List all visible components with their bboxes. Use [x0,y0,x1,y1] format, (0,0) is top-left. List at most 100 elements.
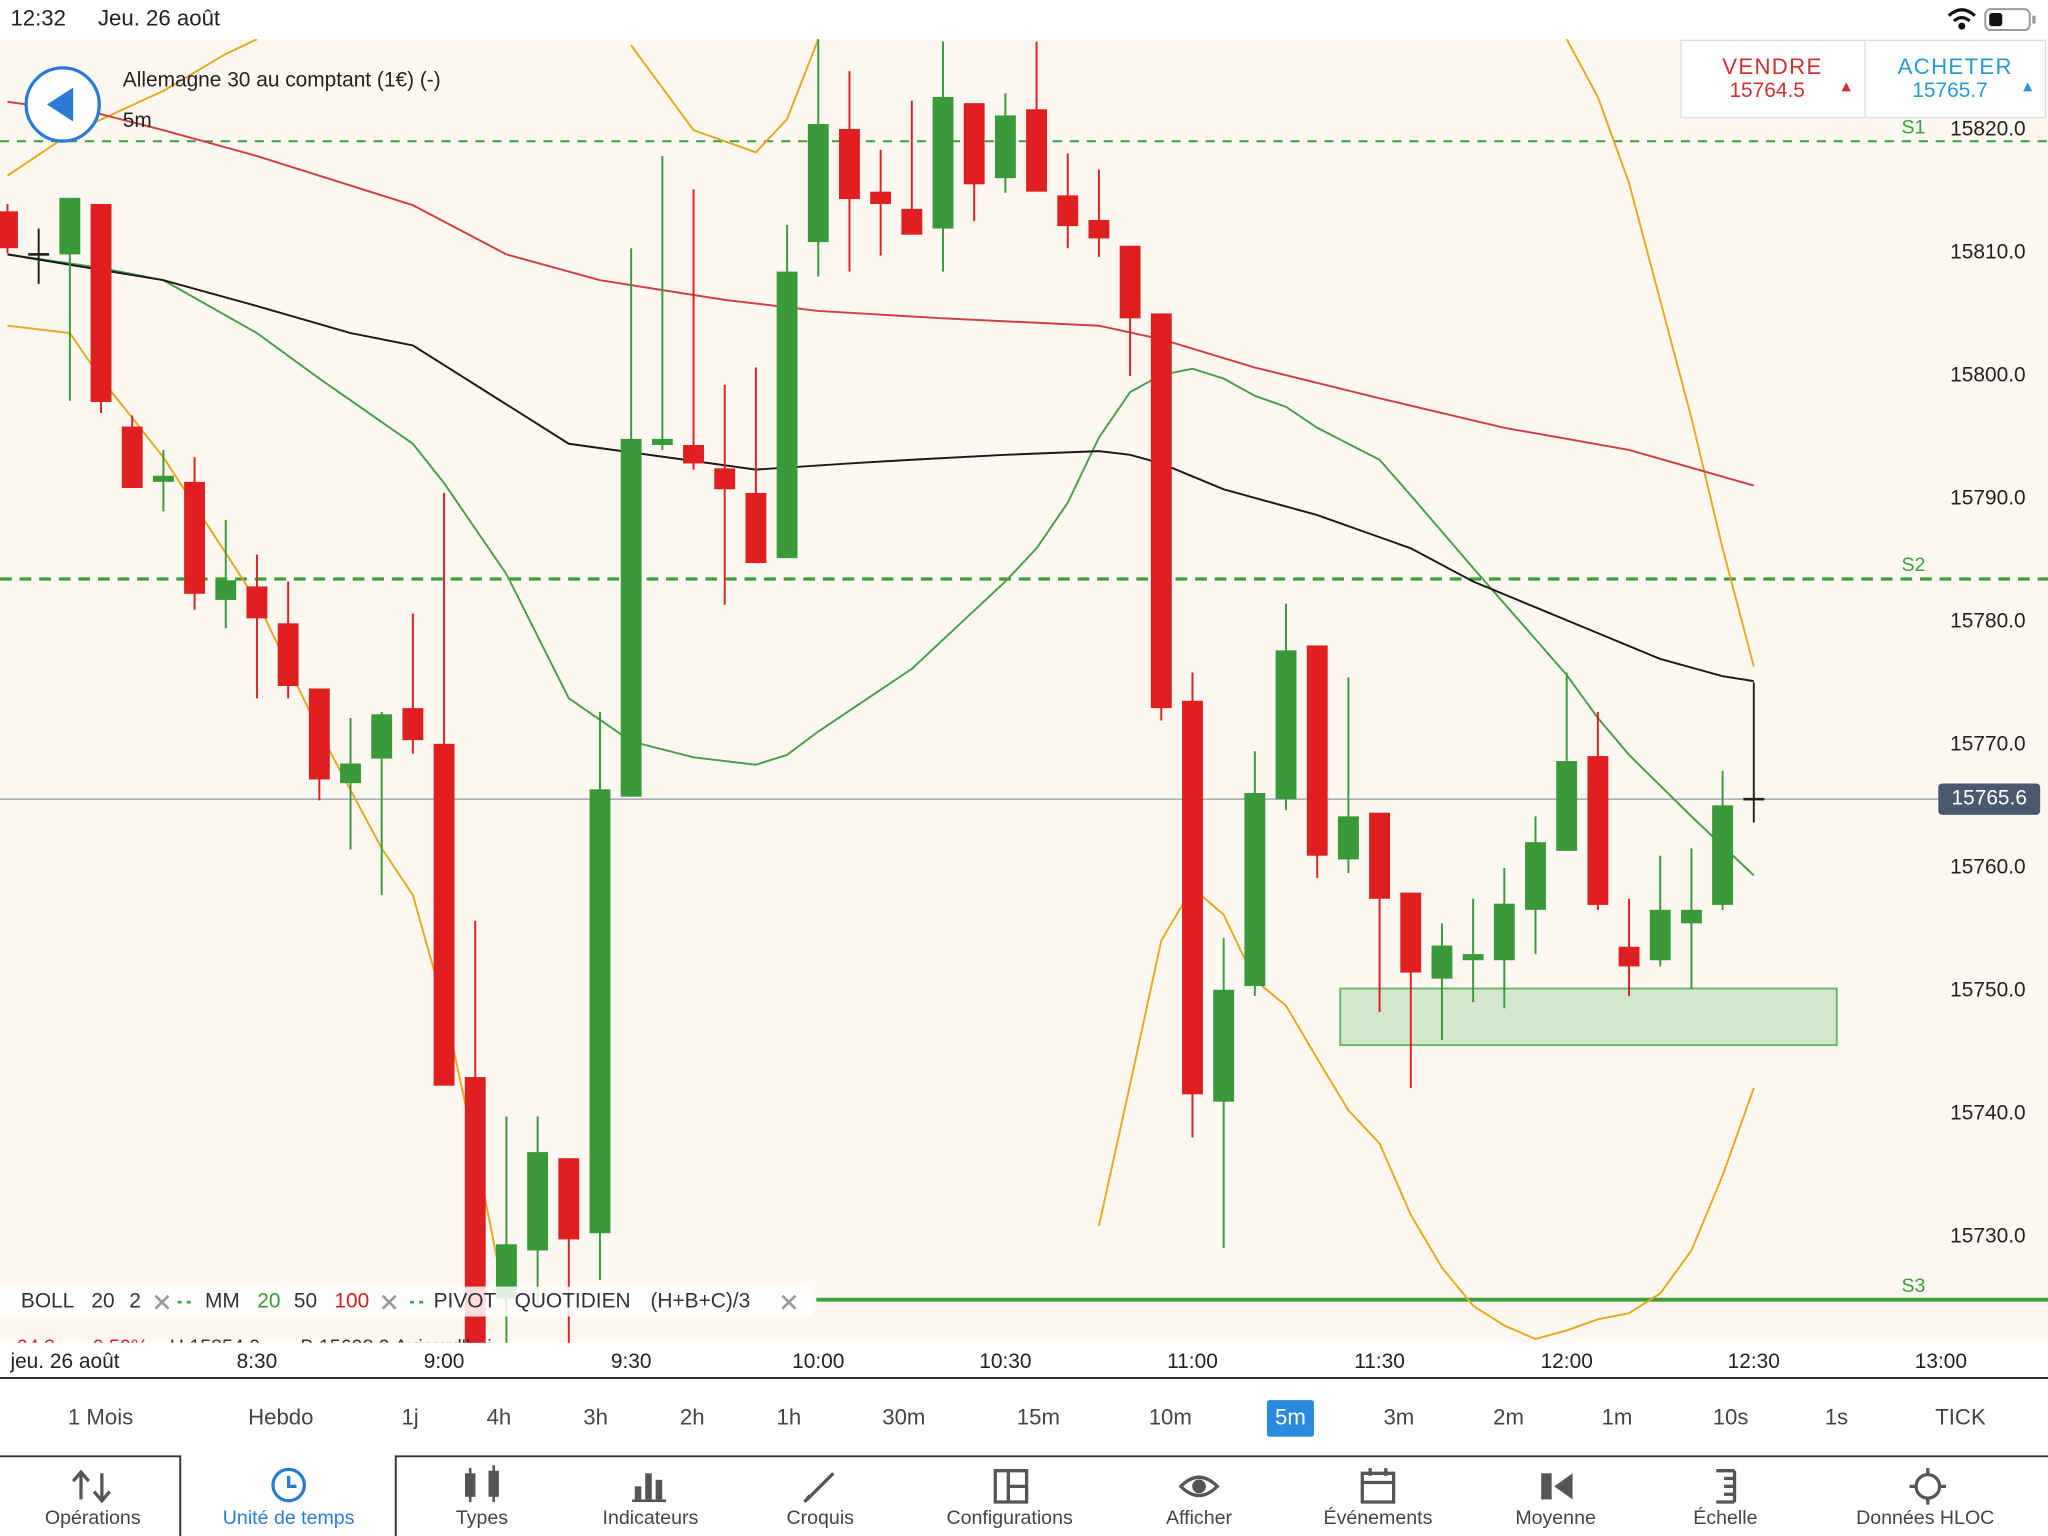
legend-text: 20 [257,1290,280,1313]
candle-body [495,1244,517,1299]
timeframe-button[interactable]: 1h [777,1404,802,1429]
toolbar-button[interactable]: Événements [1324,1506,1433,1529]
toolbar-button[interactable]: Unité de temps [223,1507,355,1529]
candle-body [402,708,424,741]
candle-body [558,1158,580,1240]
timeframe-label: 2h [680,1404,705,1429]
timeframe-label: 1m [1602,1404,1633,1429]
pivot-label: S2 [1901,554,1925,576]
x-tick-label: 9:00 [424,1350,465,1373]
candle-body [1462,954,1484,961]
candle-body [1369,812,1391,899]
candle-body [59,197,81,255]
candle-body [371,714,393,759]
candle-body [807,124,829,243]
timeframe-button[interactable]: 2m [1493,1404,1524,1429]
candle-body [870,191,892,204]
timeframe-label: 4h [487,1404,512,1429]
toolbar-button[interactable]: Afficher [1166,1507,1232,1529]
indicator-line [7,100,1755,487]
timeframe-button[interactable]: 4h [487,1404,512,1429]
candle-body [901,208,923,235]
timeframe-label: 10s [1713,1404,1749,1429]
legend-text: QUOTIDIEN [515,1290,631,1313]
timeframe-label: 5m [123,109,152,132]
legend-text: PIVOT [434,1290,497,1313]
up-arrow [1841,82,1851,92]
timeframe-button[interactable]: 3h [583,1404,608,1429]
sell-button[interactable]: VENDRE 15764.5 [1722,54,1851,102]
toolbar-button[interactable]: Types [456,1507,508,1529]
candle-body [1556,761,1578,851]
remove-icon[interactable] [154,1294,170,1310]
candle-body [994,115,1016,179]
drawn-zone [1339,987,1838,1047]
toolbar-button[interactable]: Opérations [45,1507,141,1529]
separator [0,1455,2048,1536]
x-tick-label: 11:30 [1354,1350,1405,1373]
info-text: -0.59% [86,1336,148,1358]
wifi-icon [1947,8,1976,30]
x-tick-label: 10:00 [792,1350,844,1373]
timeframe-label: 30m [882,1404,925,1429]
timeframe-button[interactable]: 30m [882,1404,925,1429]
info-row: -94.3 -0.59% H 15854.9 B 15698.9 Aujourd'hui [10,1336,491,1358]
toolbar-button[interactable]: Indicateurs [603,1507,699,1529]
legend-text: MM [205,1290,240,1313]
legend-text: BOLL [21,1290,74,1313]
buy-button[interactable]: ACHETER 15765.7 [1898,54,2033,102]
timeframe-button[interactable]: 1j [401,1404,418,1429]
timeframe-button[interactable]: 5m [1266,1400,1314,1437]
candle-body [1431,945,1453,979]
indicator-line [6,39,1755,667]
status-time: 12:32 [10,5,66,30]
candle-body [340,763,361,784]
timeframe-button[interactable]: 1s [1825,1404,1848,1429]
legend-background [0,1286,813,1317]
toolbar-button[interactable]: Configurations [947,1507,1073,1529]
battery-icon [1984,8,2036,32]
timeframe-label: Hebdo [248,1404,313,1429]
candle-body [121,426,143,489]
timeframe-button[interactable]: TICK [1935,1404,1986,1429]
y-tick-label: 15750.0 [1950,979,2025,1002]
candle-body [184,481,206,594]
candle-body [1743,797,1765,801]
last-price-box [1938,783,2041,815]
x-tick-label: 9:30 [611,1350,652,1373]
candle-body [1213,989,1235,1102]
timeframe-button[interactable]: 1 Mois [68,1404,133,1429]
candle-body [308,688,330,780]
candle-body [0,211,18,249]
timeframe-button[interactable]: Hebdo [248,1404,313,1429]
toolbar-button[interactable]: Croquis [787,1507,855,1529]
remove-icon[interactable] [381,1294,397,1310]
toolbar-label: Afficher [1166,1507,1232,1529]
timeframe-button[interactable]: 10s [1713,1404,1749,1429]
candle-body [433,743,455,1086]
timeframe-label: 1s [1825,1404,1848,1429]
status-date: Jeu. 26 août [98,5,220,30]
candle-body [246,586,268,619]
timeframe-button[interactable]: 10m [1149,1404,1192,1429]
y-tick-label: 15800.0 [1950,364,2025,387]
candle-body [1493,903,1515,961]
remove-icon[interactable] [781,1294,797,1310]
y-tick-label: 15770.0 [1950,733,2025,756]
toolbar-label: Moyenne [1515,1507,1596,1529]
toolbar-button[interactable]: Moyenne [1515,1507,1596,1529]
candle-body [714,468,736,490]
candle-body [1337,816,1359,860]
back-button[interactable] [24,66,101,143]
candle-body [90,203,112,402]
toolbar-button[interactable]: Échelle [1693,1506,1757,1529]
timeframe-button[interactable]: 1m [1602,1404,1633,1429]
selected-background [1266,1400,1314,1437]
timeframe-button[interactable]: 3m [1383,1404,1414,1429]
toolbar-button[interactable]: Données HLOC [1856,1507,1994,1529]
timeframe-button[interactable]: 15m [1017,1404,1060,1429]
candle-body [464,1077,486,1343]
timeframe-button[interactable]: 2h [680,1404,705,1429]
candle-body [1182,700,1203,1095]
